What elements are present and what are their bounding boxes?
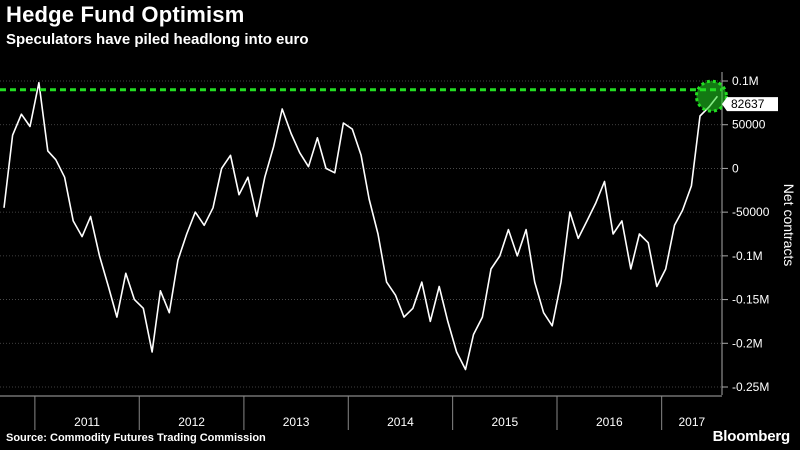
plot-area: [0, 60, 722, 400]
series-line: [3, 81, 719, 371]
highlight-circle: [694, 79, 728, 113]
source-note: Source: Commodity Futures Trading Commis…: [6, 432, 266, 444]
y-axis-title: Net contracts: [781, 184, 797, 266]
y-tick-label: 0: [732, 161, 739, 175]
last-value-callout: [722, 97, 778, 112]
x-tick-label: 2011: [74, 415, 100, 429]
y-tick-label: -50000: [732, 205, 770, 219]
x-axis: 2011 2012 2013 2014 2015 2016 2017: [0, 395, 722, 430]
x-tick-label: 2014: [387, 415, 414, 429]
y-tick-label: -0.25M: [732, 380, 769, 394]
x-tick-label: 2016: [596, 415, 623, 429]
y-axis: 0.1M 50000 0 -50000 -0.1M -0.15M -0.2M -0.25M: [721, 72, 770, 395]
x-tick-label: 2015: [491, 415, 518, 429]
y-tick-label: 50000: [732, 118, 766, 132]
chart-title: Hedge Fund Optimism: [6, 2, 245, 27]
y-tick-label: -0.1M: [732, 249, 763, 263]
y-tick-label: -0.15M: [732, 293, 769, 307]
y-tick-label: -0.2M: [732, 336, 763, 350]
x-tick-label: 2013: [283, 415, 310, 429]
chart-subtitle: Speculators have piled headlong into eur…: [6, 31, 309, 48]
last-value-label: 82637: [731, 97, 765, 111]
series-group: [3, 81, 719, 371]
bloomberg-logo: Bloomberg: [712, 428, 791, 445]
highlight-overlay: 82637: [0, 79, 778, 113]
y-tick-label: 0.1M: [732, 74, 759, 88]
x-tick-label: 2017: [678, 415, 705, 429]
x-tick-label: 2012: [178, 415, 205, 429]
grid-lines: [0, 80, 722, 388]
